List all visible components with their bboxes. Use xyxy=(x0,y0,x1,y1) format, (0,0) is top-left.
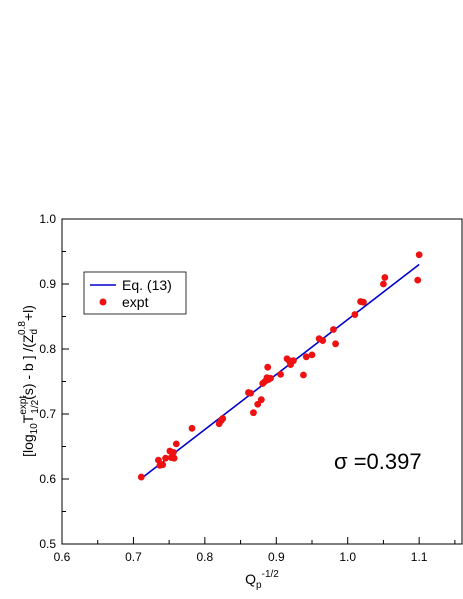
data-point xyxy=(188,424,196,432)
data-point xyxy=(155,456,162,464)
data-point xyxy=(172,440,180,448)
y-tick-label: 1.0 xyxy=(39,212,56,226)
data-point xyxy=(159,461,167,469)
y-tick-label: 0.7 xyxy=(39,407,56,421)
data-point xyxy=(170,454,178,462)
data-point xyxy=(300,371,307,379)
legend-label-points: expt xyxy=(122,294,149,310)
x-tick-label-group: 0.6 0.7 0.8 0.9 1.0 1.1 xyxy=(54,550,428,564)
data-point xyxy=(277,370,284,378)
data-point xyxy=(267,374,274,382)
x-tick-label: 0.8 xyxy=(197,550,214,564)
data-point xyxy=(332,340,339,348)
tick-group xyxy=(61,218,456,545)
x-tick-label: 0.7 xyxy=(125,550,142,564)
legend-box xyxy=(83,271,187,315)
data-point xyxy=(219,415,227,422)
x-tick-label: 1.1 xyxy=(411,550,428,564)
data-point xyxy=(290,357,297,365)
data-point xyxy=(302,353,310,361)
data-point xyxy=(319,337,327,344)
y-tick-label: 0.9 xyxy=(39,277,56,291)
data-point xyxy=(308,351,316,359)
data-point xyxy=(414,276,422,284)
y-tick-label: 0.6 xyxy=(39,472,56,486)
sigma-annotation: σ =0.397 xyxy=(334,449,422,474)
data-point xyxy=(380,280,387,288)
data-point xyxy=(360,298,367,306)
data-point xyxy=(264,363,272,371)
data-point xyxy=(381,274,389,281)
data-point xyxy=(254,400,262,408)
x-tick-label: 1.0 xyxy=(339,550,356,564)
data-point xyxy=(247,389,254,397)
data-point xyxy=(415,251,423,259)
data-point xyxy=(257,396,265,404)
data-point xyxy=(170,448,177,456)
legend: Eq. (13) expt xyxy=(83,271,187,315)
x-tick-label: 0.6 xyxy=(54,550,71,564)
data-point xyxy=(250,409,257,417)
legend-point-swatch xyxy=(99,298,107,306)
y-axis-label: [log10Texpt1/2(s) - b ] /(Zd0.8+l) xyxy=(17,305,41,457)
y-tick-label-group: 0.5 0.6 0.7 0.8 0.9 1.0 xyxy=(39,212,56,551)
series-points-group xyxy=(137,251,423,481)
data-point xyxy=(330,326,337,333)
data-point xyxy=(162,454,169,462)
y-tick-label: 0.8 xyxy=(39,342,56,356)
y-tick-label: 0.5 xyxy=(39,537,56,551)
data-point xyxy=(351,311,359,318)
x-tick-label: 0.9 xyxy=(268,550,285,564)
legend-label-line: Eq. (13) xyxy=(122,277,172,293)
data-point xyxy=(137,473,145,481)
x-axis-label: Qp-1/2 xyxy=(245,569,279,591)
